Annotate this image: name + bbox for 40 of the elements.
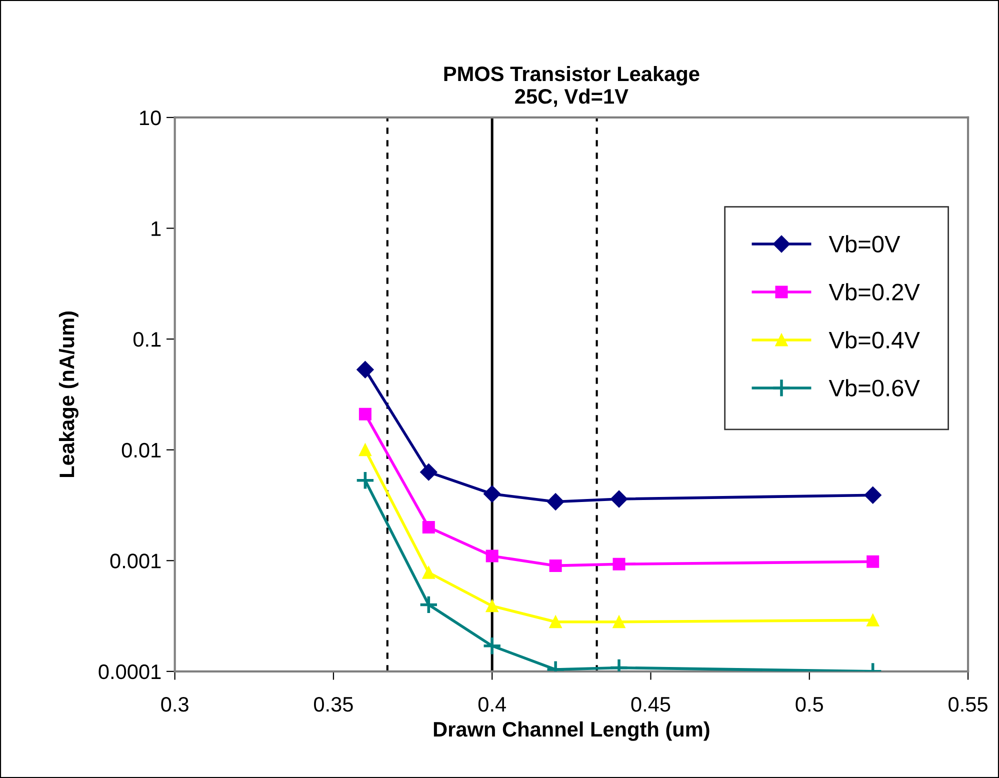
y-tick-label: 0.01 <box>122 442 161 458</box>
y-tick-label: 10 <box>140 110 161 126</box>
y-axis-title: Leakage (nA/um) <box>58 312 78 477</box>
legend-label: Vb=0.6V <box>828 379 920 396</box>
legend-label: Vb=0V <box>828 235 900 253</box>
point <box>612 616 626 628</box>
point <box>484 485 501 502</box>
point <box>549 559 562 572</box>
x-tick-label: 0.35 <box>314 696 353 712</box>
point <box>866 614 880 626</box>
point <box>420 464 438 481</box>
y-tick-label: 0.0001 <box>98 664 161 680</box>
x-tick-label: 0.55 <box>948 696 988 712</box>
x-tick-label: 0.5 <box>796 696 823 712</box>
point <box>356 361 374 378</box>
legend-label: Vb=0.4V <box>828 331 920 348</box>
point <box>864 486 882 504</box>
point <box>610 490 628 508</box>
chart-title: PMOS Transistor Leakage 25C, Vd=1V <box>444 66 700 107</box>
point <box>486 550 498 562</box>
point <box>422 521 435 534</box>
x-axis-title: Drawn Channel Length (um) <box>434 721 710 741</box>
point <box>482 636 502 656</box>
point <box>422 566 435 579</box>
y-tick-label: 0.1 <box>133 332 161 347</box>
x-tick-label: 0.3 <box>161 696 188 712</box>
point <box>612 558 626 570</box>
point <box>418 594 438 614</box>
x-tick-label: 0.4 <box>478 696 506 712</box>
point <box>866 555 880 568</box>
y-tick-label: 1 <box>152 221 161 236</box>
legend-label: Vb=0.2V <box>828 283 920 300</box>
point <box>358 408 372 420</box>
point <box>486 600 498 612</box>
y-tick-label: 0.001 <box>110 554 161 568</box>
x-tick-label: 0.45 <box>631 696 670 712</box>
point <box>547 493 564 510</box>
point <box>358 444 372 456</box>
point <box>355 470 375 490</box>
point <box>549 616 562 628</box>
